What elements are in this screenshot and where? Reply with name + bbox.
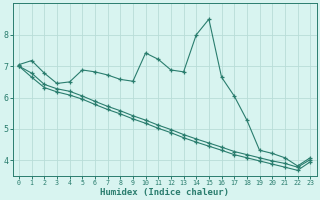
X-axis label: Humidex (Indice chaleur): Humidex (Indice chaleur) xyxy=(100,188,229,197)
